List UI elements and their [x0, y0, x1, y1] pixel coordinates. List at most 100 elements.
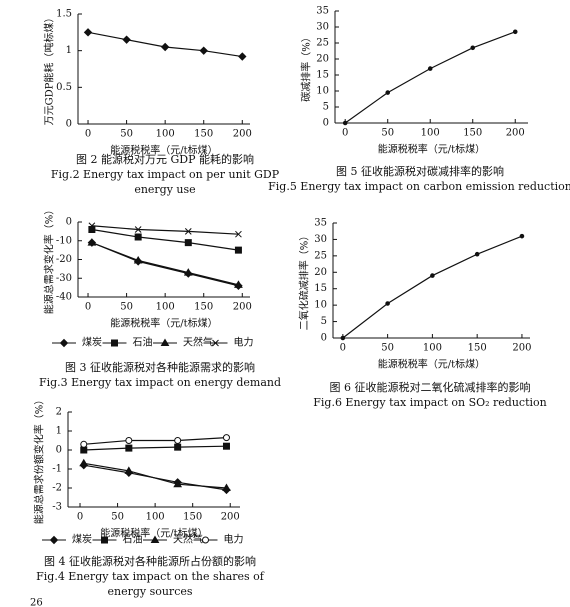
marker	[512, 29, 518, 35]
series-line	[91, 228, 239, 251]
y-axis-label: 能源总需求份额变化率（%）	[33, 395, 46, 525]
y-tick-label: 1.5	[56, 9, 72, 20]
y-tick-label: 0	[66, 119, 72, 130]
marker	[340, 335, 346, 341]
caption: energy sources	[107, 585, 192, 598]
legend-label: 电力	[234, 336, 254, 349]
y-tick-label: 0.5	[56, 82, 72, 93]
marker	[199, 46, 208, 55]
marker	[79, 458, 89, 467]
marker	[124, 466, 134, 474]
caption: energy use	[134, 183, 195, 196]
x-tick-label: 100	[421, 128, 440, 139]
marker	[160, 338, 170, 346]
marker	[427, 66, 433, 71]
marker	[59, 338, 69, 348]
marker	[470, 45, 476, 51]
y-axis-label: 二氧化硫减排率（%）	[298, 231, 311, 331]
marker	[101, 536, 108, 544]
caption: 图 4 征收能源税对各种能源所占份额的影响	[44, 554, 256, 568]
legend-label: 煤炭	[82, 336, 102, 349]
marker	[474, 251, 480, 257]
marker	[80, 440, 88, 448]
marker	[125, 444, 133, 452]
x-axis-label: 能源税税率（元/t标煤）	[110, 144, 217, 157]
x-tick-label: 50	[120, 302, 133, 313]
x-tick-label: 50	[381, 128, 394, 139]
x-tick-label: 200	[233, 129, 252, 140]
x-tick-label: 0	[340, 343, 346, 354]
x-tick-label: 150	[468, 343, 487, 354]
y-tick-label: 15	[314, 283, 327, 294]
x-tick-label: 150	[463, 128, 482, 139]
x-axis-label: 能源税税率（元/t标煤）	[110, 317, 217, 330]
legend-label: 石油	[133, 336, 153, 349]
caption: 图 5 征收能源税对碳减排率的影响	[336, 164, 504, 178]
marker	[235, 230, 242, 238]
marker	[430, 273, 435, 278]
y-tick-label: 0	[323, 118, 329, 129]
y-tick-label: -1	[52, 464, 62, 475]
marker	[83, 28, 93, 37]
x-tick-label: 100	[156, 302, 175, 313]
marker	[134, 226, 142, 233]
y-tick-label: 10	[314, 300, 327, 311]
y-tick-label: 0	[321, 333, 327, 344]
marker	[49, 535, 59, 545]
marker	[385, 301, 390, 306]
marker	[519, 233, 525, 239]
marker	[150, 535, 160, 543]
x-tick-label: 200	[221, 512, 240, 523]
marker	[173, 479, 183, 488]
x-tick-label: 100	[423, 343, 442, 354]
y-tick-label: 1	[66, 45, 72, 56]
marker	[222, 442, 230, 450]
legend-label: 煤炭	[72, 533, 92, 546]
y-tick-label: -20	[56, 254, 72, 265]
x-axis-label: 能源税税率（元/t标煤）	[378, 358, 485, 371]
marker	[160, 42, 170, 52]
x-axis-label: 能源税税率（元/t标煤）	[378, 143, 485, 156]
caption: Fig.5 Energy tax impact on carbon emissi…	[268, 180, 570, 193]
x-tick-label: 50	[381, 343, 394, 354]
marker	[202, 536, 209, 544]
series-line	[83, 437, 227, 445]
page-number: 26	[30, 598, 43, 607]
y-tick-label: 10	[316, 86, 329, 97]
x-tick-label: 200	[512, 343, 531, 354]
caption: Fig.6 Energy tax impact on SO₂ reduction	[313, 396, 547, 409]
marker	[385, 90, 391, 95]
y-tick-label: 25	[316, 38, 329, 49]
y-tick-label: 2	[56, 407, 62, 418]
marker	[125, 437, 133, 444]
x-tick-label: 200	[233, 302, 252, 313]
x-tick-label: 100	[146, 512, 165, 523]
y-tick-label: 20	[314, 267, 327, 278]
marker	[238, 52, 247, 61]
y-tick-label: 0	[66, 217, 72, 228]
series-line	[91, 225, 239, 235]
y-tick-label: -30	[56, 273, 72, 284]
marker	[222, 483, 231, 491]
marker	[134, 233, 142, 241]
marker	[184, 228, 192, 235]
y-tick-label: 0	[56, 445, 62, 456]
marker	[222, 434, 230, 442]
x-tick-label: 0	[85, 129, 91, 140]
caption: Fig.3 Energy tax impact on energy demand	[39, 376, 281, 389]
legend-label: 石油	[123, 533, 143, 546]
series-line	[91, 242, 239, 286]
x-tick-label: 150	[194, 129, 213, 140]
x-tick-label: 50	[111, 512, 124, 523]
y-tick-label: 5	[321, 316, 327, 327]
x-tick-label: 150	[183, 512, 202, 523]
y-axis-label: 能源总需求变化率（%）	[43, 205, 56, 315]
y-tick-label: 20	[316, 54, 329, 65]
y-tick-label: 30	[314, 234, 327, 245]
y-tick-label: -40	[56, 292, 72, 303]
marker	[234, 280, 243, 288]
x-tick-label: 200	[506, 128, 525, 139]
marker	[111, 339, 118, 347]
y-tick-label: 25	[314, 250, 327, 261]
